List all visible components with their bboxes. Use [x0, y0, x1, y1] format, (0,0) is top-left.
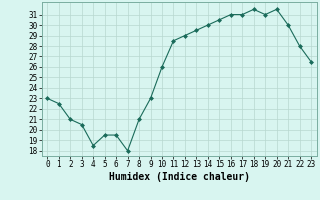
X-axis label: Humidex (Indice chaleur): Humidex (Indice chaleur) [109, 172, 250, 182]
